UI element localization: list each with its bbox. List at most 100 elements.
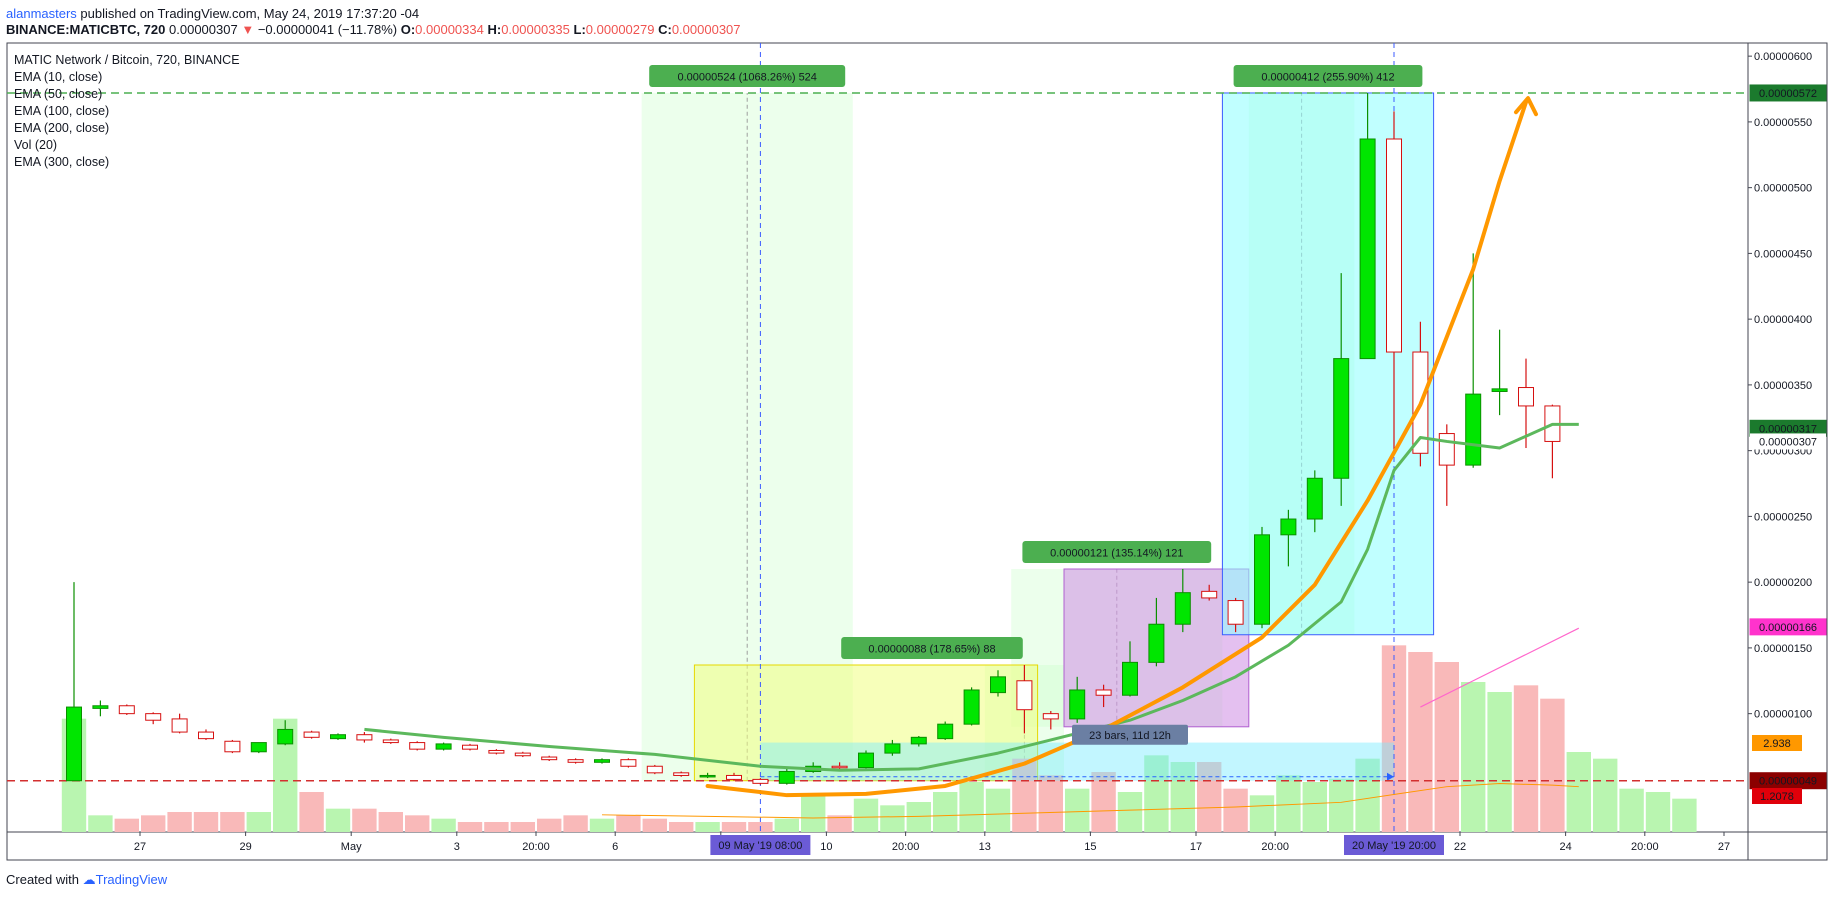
candle-body[interactable] (171, 718, 188, 733)
legend-item[interactable]: EMA (50, close) (14, 87, 103, 101)
legend-item[interactable]: EMA (100, close) (14, 104, 110, 118)
arc-arrowhead-icon (1514, 96, 1538, 117)
low-key: L: (573, 22, 586, 37)
time-tick-label: 29 (239, 841, 251, 853)
candle-body[interactable] (1042, 713, 1059, 720)
candle-body[interactable] (1438, 433, 1455, 466)
candle-body[interactable] (1122, 661, 1138, 696)
ema-pink-line[interactable] (1420, 627, 1580, 708)
candle-body[interactable] (1386, 138, 1402, 353)
volume-bar (220, 812, 245, 832)
volume-bar (933, 792, 958, 832)
volume-bar (352, 808, 377, 832)
candle-body[interactable] (858, 752, 874, 769)
candle-body[interactable] (1280, 518, 1297, 536)
price-marker: 0.00000572 (1759, 88, 1817, 100)
candle-body[interactable] (1254, 534, 1270, 625)
volume-bar (167, 812, 192, 832)
legend-item[interactable]: EMA (200, close) (14, 121, 110, 135)
candle-body[interactable] (1333, 358, 1350, 479)
candle-body[interactable] (118, 705, 135, 715)
candle-body[interactable] (1465, 393, 1482, 466)
candle-body[interactable] (330, 734, 346, 740)
candle-body[interactable] (1491, 388, 1508, 392)
volume-bar (563, 815, 588, 832)
volume-bar (1540, 698, 1565, 832)
volume-bar (537, 818, 562, 832)
candle-body[interactable] (1095, 689, 1112, 696)
candle-body[interactable] (250, 742, 267, 753)
candle-body[interactable] (937, 723, 954, 740)
candle-body[interactable] (198, 731, 214, 740)
candle-body[interactable] (620, 759, 637, 767)
candle-body[interactable] (488, 749, 505, 754)
legend-item[interactable]: EMA (10, close) (14, 70, 103, 84)
candle-body[interactable] (673, 772, 690, 776)
candle-body[interactable] (514, 752, 531, 757)
volume-bar (1249, 795, 1275, 832)
ema-green-line[interactable] (364, 422, 1579, 772)
volume-marker-bg (1752, 788, 1802, 804)
candle-body[interactable] (435, 743, 452, 750)
candle-body[interactable] (356, 734, 373, 741)
volume-bar (669, 822, 694, 832)
candle-body[interactable] (66, 706, 82, 782)
candle-body[interactable] (1201, 590, 1218, 599)
time-tick-label: 20:00 (1631, 841, 1659, 853)
candle-body[interactable] (382, 739, 399, 744)
volume-bar (1065, 788, 1090, 832)
candle-body[interactable] (699, 774, 716, 778)
candle-body[interactable] (752, 778, 769, 784)
candle-body[interactable] (303, 731, 320, 738)
candle-body[interactable] (910, 736, 927, 745)
candle-body[interactable] (409, 742, 426, 750)
parabolic-arc[interactable] (705, 100, 1528, 798)
candle-body[interactable] (224, 740, 241, 753)
footer-brand[interactable]: TradingView (95, 872, 168, 887)
candle-body[interactable] (1069, 689, 1086, 720)
candle-body[interactable] (831, 765, 848, 769)
volume-bar (642, 818, 667, 832)
candle-body[interactable] (567, 759, 584, 763)
date-range-band[interactable] (760, 742, 1394, 781)
footer: Created with ☁TradingView (6, 872, 167, 888)
volume-bar (880, 805, 905, 832)
candle-body[interactable] (145, 713, 162, 721)
candle-body[interactable] (1518, 387, 1534, 407)
candle-body[interactable] (1016, 680, 1033, 711)
candle-body[interactable] (778, 771, 795, 784)
candle-body[interactable] (1174, 592, 1191, 625)
volume-bar (1434, 662, 1459, 832)
volume-bar (985, 788, 1011, 832)
time-highlight: 09 May '19 08:00 (718, 840, 802, 852)
author-link[interactable]: alanmasters (6, 6, 77, 21)
candle-body[interactable] (1306, 477, 1323, 520)
bar-count-label: 23 bars, 11d 12h (1089, 730, 1171, 742)
candle-body[interactable] (92, 705, 109, 709)
candle-body[interactable] (990, 676, 1006, 694)
candle-body[interactable] (1148, 623, 1165, 663)
legend-item[interactable]: Vol (20) (14, 138, 58, 152)
volume-bar (1487, 692, 1512, 832)
volume-bar (510, 822, 535, 832)
footer-created: Created with (6, 872, 79, 887)
candle-body[interactable] (646, 765, 663, 774)
candle-body[interactable] (277, 728, 294, 745)
candle-body[interactable] (963, 689, 980, 725)
candle-body[interactable] (462, 744, 478, 750)
candle-body[interactable] (884, 743, 901, 754)
time-highlight: 20 May '19 20:00 (1352, 840, 1436, 852)
candle-body[interactable] (726, 774, 742, 780)
time-tick-label: 20:00 (892, 841, 920, 853)
volume-bar (1513, 685, 1539, 832)
candle-body[interactable] (1227, 600, 1244, 625)
volume-bar (431, 818, 456, 832)
legend-item[interactable]: EMA (300, close) (14, 155, 110, 169)
candle-body[interactable] (541, 756, 558, 761)
candle-body[interactable] (1359, 138, 1376, 360)
candle-body[interactable] (594, 759, 610, 763)
price-marker: 0.00000049 (1759, 776, 1817, 788)
time-tick-label: 6 (612, 841, 618, 853)
volume-ema-marker-bg (1752, 735, 1802, 751)
